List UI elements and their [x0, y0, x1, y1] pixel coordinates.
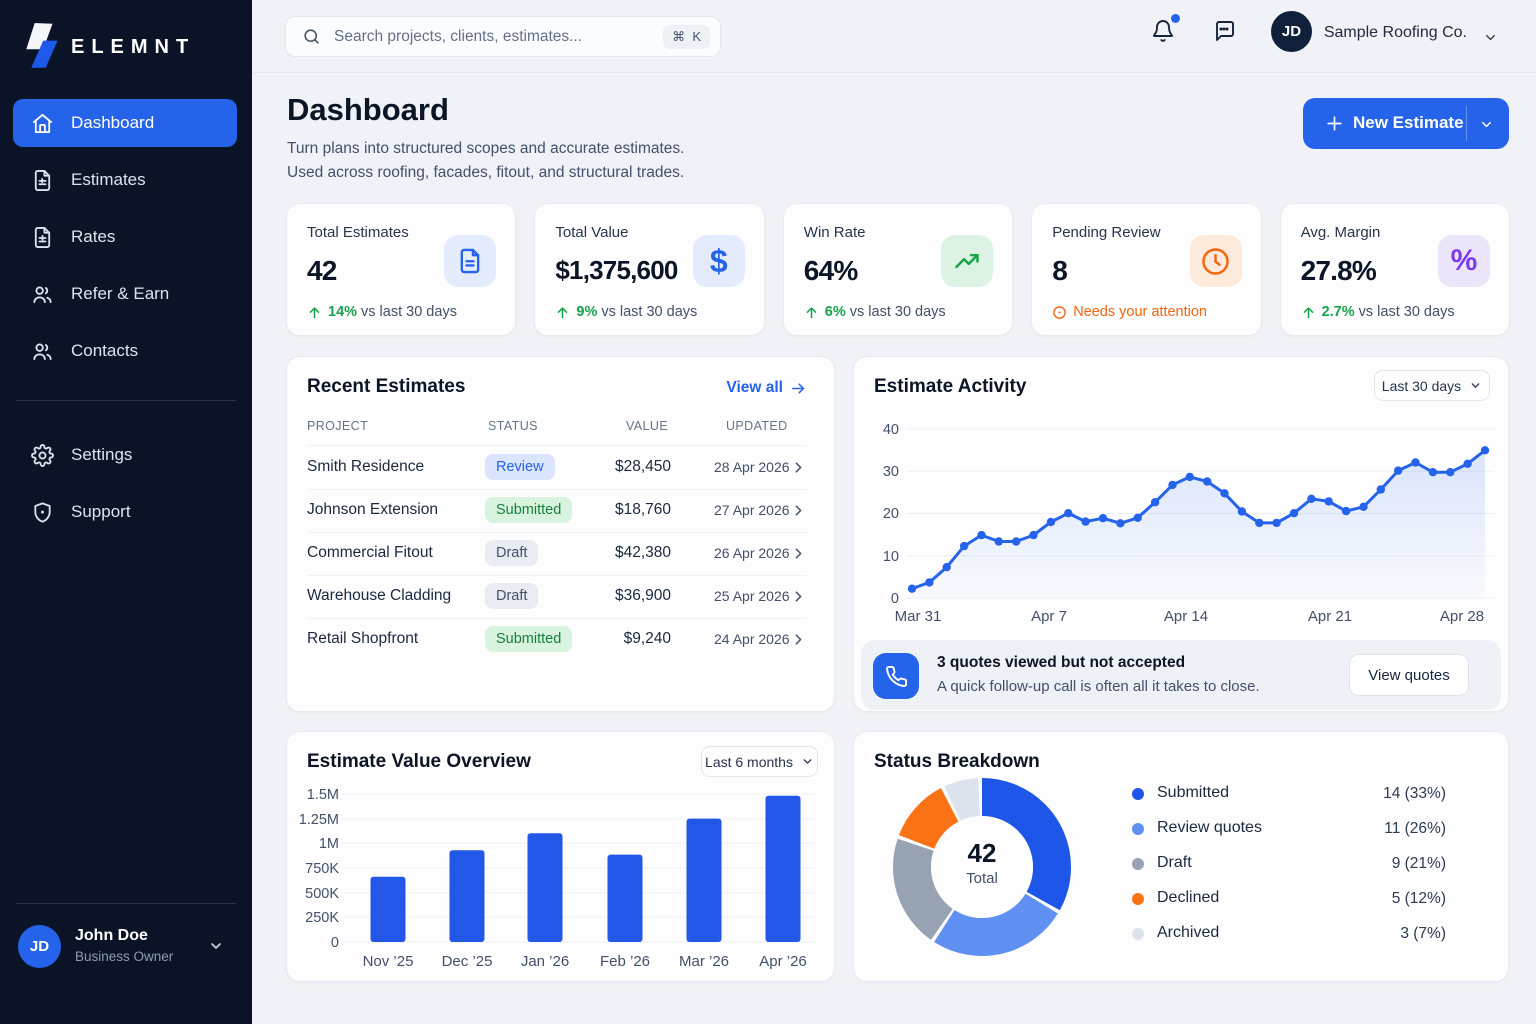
svg-text:0: 0: [891, 591, 899, 607]
svg-text:Nov ’25: Nov ’25: [363, 953, 414, 970]
svg-text:10: 10: [883, 549, 899, 565]
svg-text:Dec ’25: Dec ’25: [442, 953, 493, 970]
svg-text:Apr 28: Apr 28: [1440, 608, 1484, 625]
svg-text:1M: 1M: [319, 836, 339, 852]
svg-text:Apr ’26: Apr ’26: [759, 953, 807, 970]
svg-text:Jan ’26: Jan ’26: [521, 953, 569, 970]
svg-text:20: 20: [883, 506, 899, 522]
svg-text:Mar ’26: Mar ’26: [679, 953, 729, 970]
svg-text:30: 30: [883, 464, 899, 480]
svg-text:0: 0: [331, 935, 339, 951]
svg-text:500K: 500K: [305, 886, 339, 902]
svg-text:Apr 21: Apr 21: [1308, 608, 1352, 625]
svg-text:1.5M: 1.5M: [307, 787, 339, 803]
svg-text:Apr 14: Apr 14: [1164, 608, 1208, 625]
svg-text:1.25M: 1.25M: [299, 812, 339, 828]
svg-text:750K: 750K: [305, 861, 339, 877]
svg-text:Mar 31: Mar 31: [895, 608, 942, 625]
svg-text:Apr 7: Apr 7: [1031, 608, 1067, 625]
svg-text:40: 40: [883, 422, 899, 438]
svg-text:Feb ’26: Feb ’26: [600, 953, 650, 970]
svg-text:250K: 250K: [305, 910, 339, 926]
